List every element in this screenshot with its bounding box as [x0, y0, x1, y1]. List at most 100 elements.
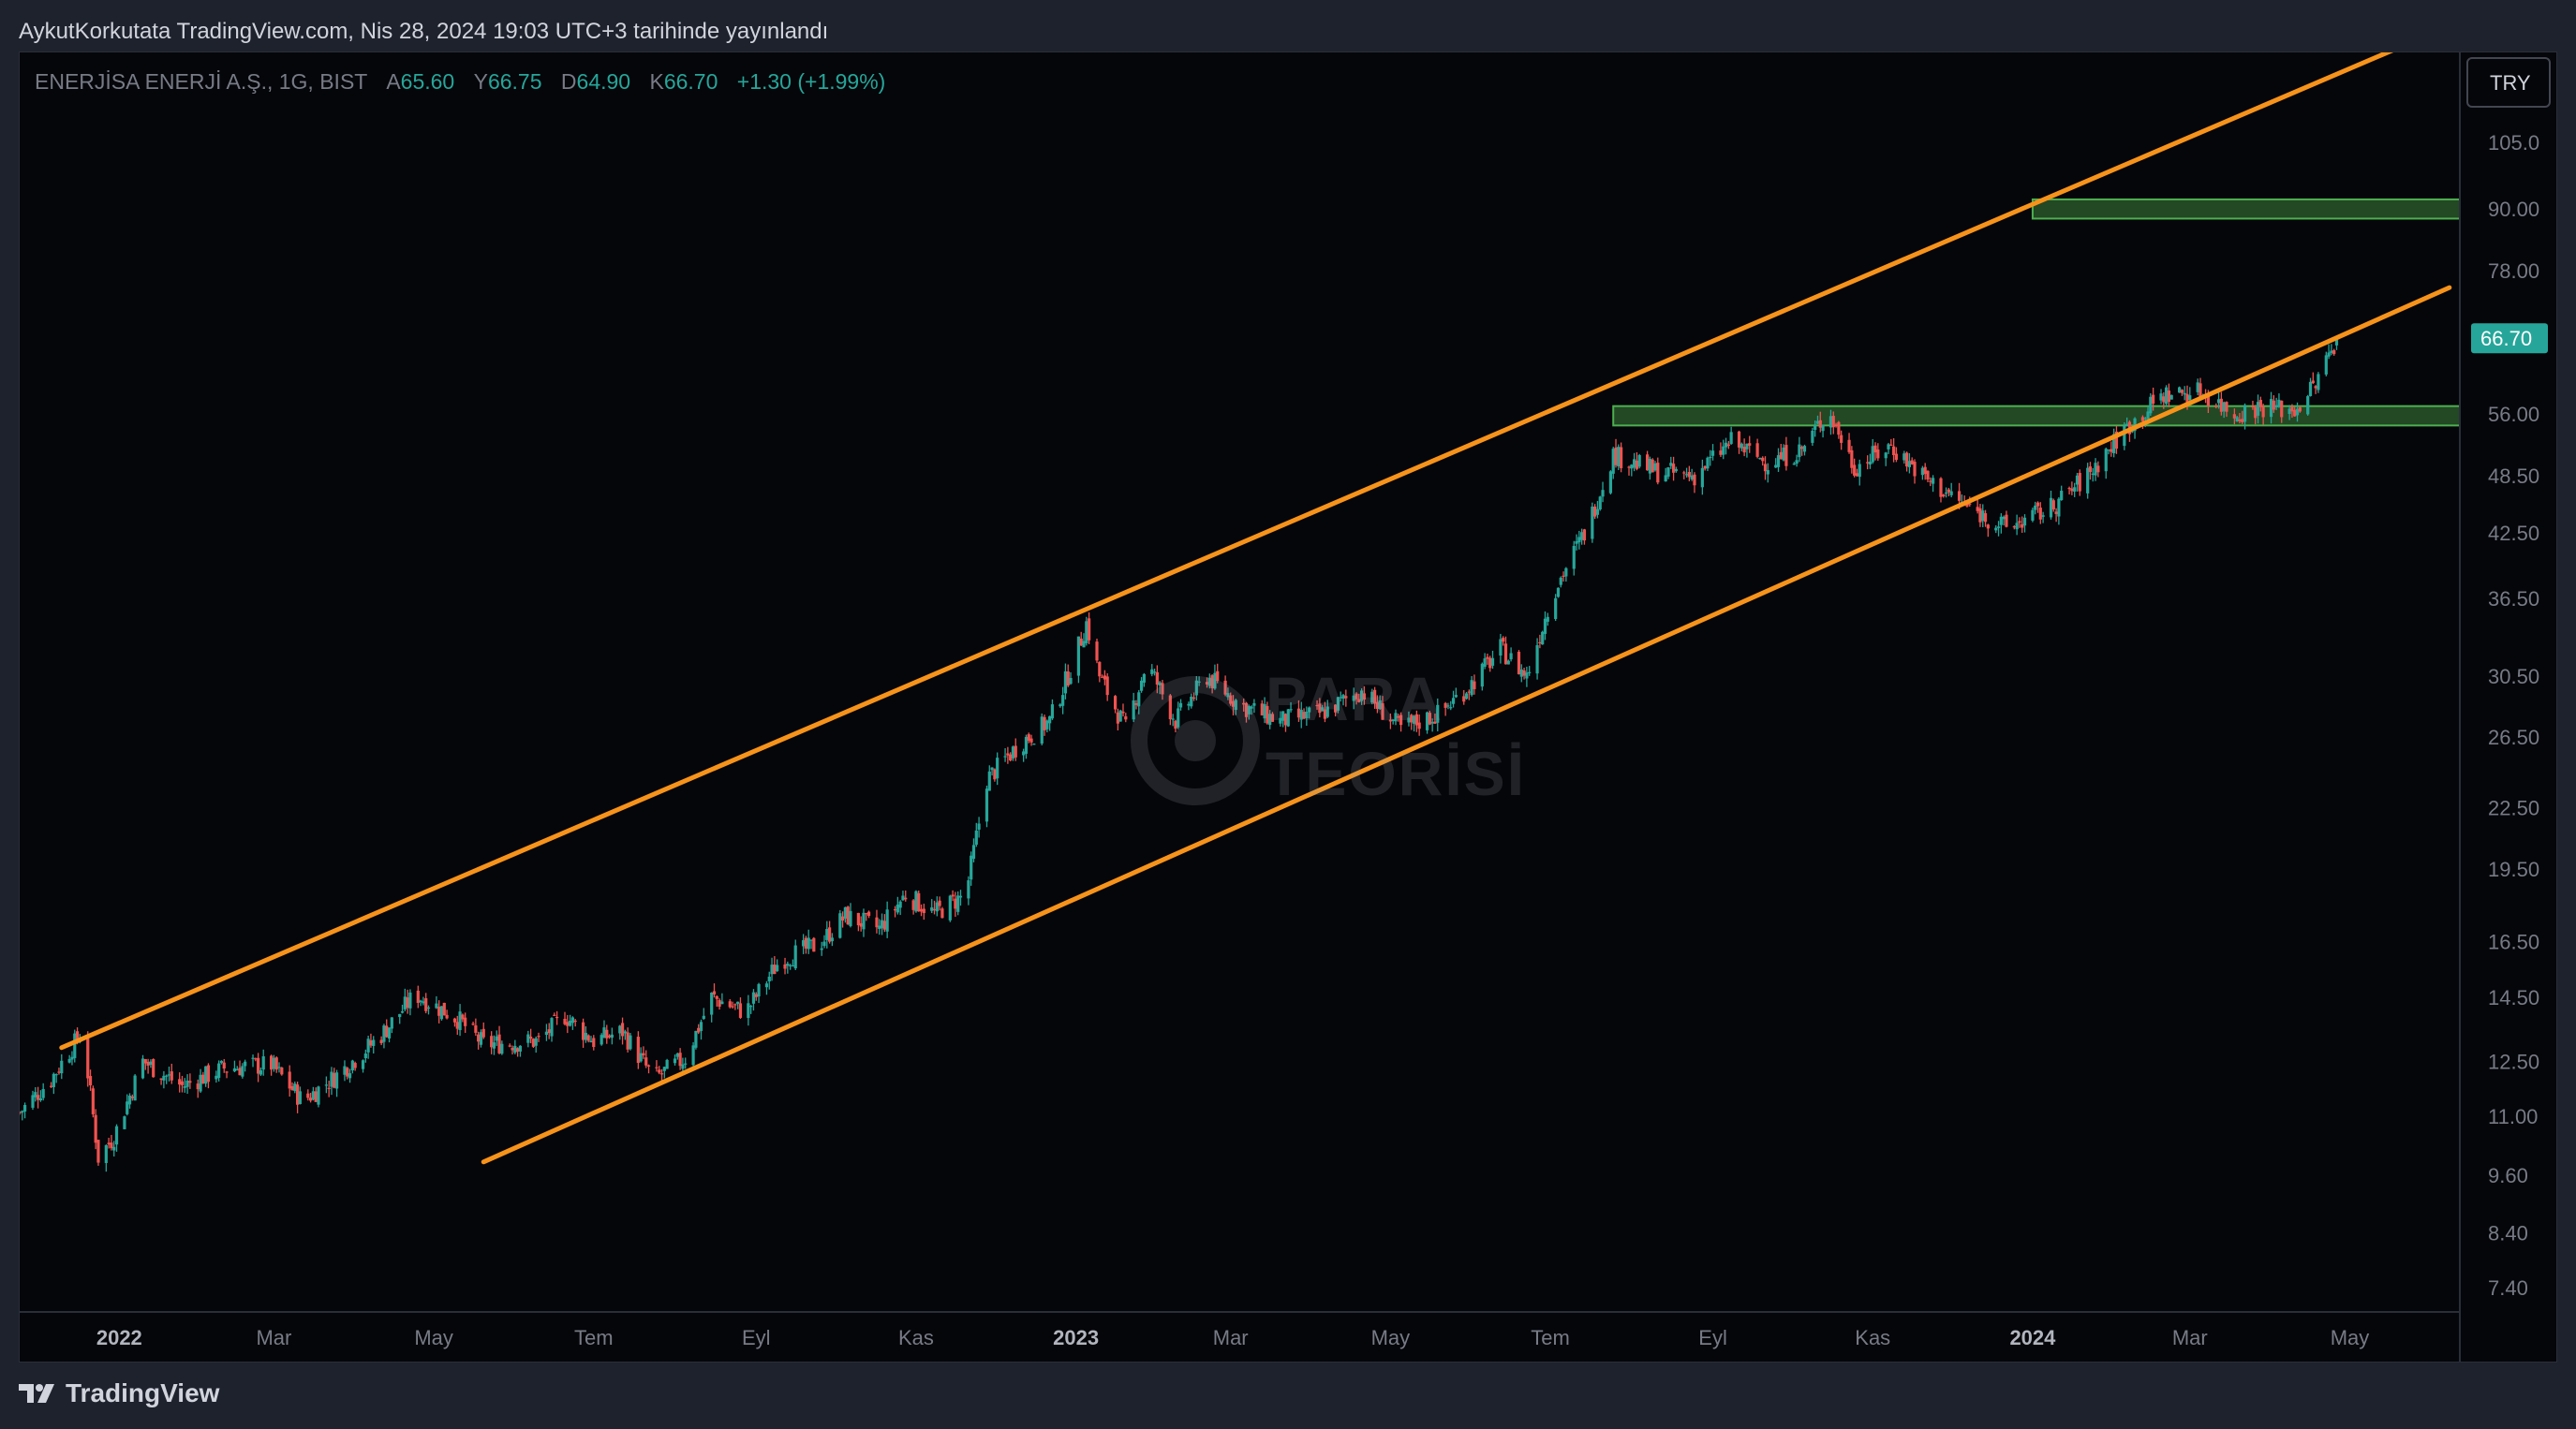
candle-body	[1528, 671, 1532, 673]
candle-body	[2031, 509, 2035, 521]
candle-body	[1957, 491, 1962, 501]
candle-body	[789, 965, 792, 966]
candle-body	[911, 900, 915, 910]
candle-body	[1873, 445, 1877, 453]
y-tick-label: 36.50	[2488, 587, 2539, 611]
candle-body	[1627, 466, 1631, 468]
candle-body	[1669, 463, 1673, 466]
candle-body	[2049, 497, 2053, 518]
y-tick-label: 56.00	[2488, 403, 2539, 426]
candle-body	[180, 1081, 185, 1085]
candle-body	[2073, 487, 2077, 492]
candle-body	[2287, 408, 2291, 415]
candle-body	[958, 895, 963, 898]
candle-body	[2123, 425, 2126, 447]
candle-body	[1828, 416, 1833, 428]
candle-body	[204, 1066, 208, 1084]
candle-body	[2125, 423, 2129, 425]
candle-body	[531, 1039, 536, 1047]
candle-body	[1266, 705, 1269, 724]
candle-body	[710, 993, 714, 1015]
candle-body	[825, 929, 829, 940]
candle-body	[2002, 516, 2006, 520]
candle-body	[1325, 706, 1329, 717]
candle-body	[1802, 446, 1807, 452]
candle-body	[2317, 374, 2320, 390]
candle-body	[2183, 392, 2186, 395]
candle-body	[1598, 496, 1602, 509]
candle-body	[1706, 457, 1710, 469]
candle-body	[1766, 470, 1769, 475]
y-tick-label: 7.40	[2488, 1276, 2528, 1300]
candle-body	[2075, 475, 2080, 485]
candle-body	[461, 1014, 465, 1020]
tradingview-logo[interactable]: TradingView	[19, 1378, 219, 1408]
candle-body	[1480, 663, 1484, 687]
candle-body	[930, 906, 934, 911]
candle-body	[2225, 402, 2228, 412]
tradingview-brand-text: TradingView	[66, 1378, 220, 1407]
candles-group	[20, 337, 2339, 1172]
candle-body	[1397, 715, 1400, 718]
candle-body	[295, 1084, 300, 1105]
candle-body	[1029, 738, 1033, 743]
y-tick-label: 26.50	[2488, 726, 2539, 749]
candle-body	[88, 1076, 93, 1085]
candle-body	[1190, 697, 1193, 707]
candle-body	[885, 909, 889, 932]
candle-body	[1648, 458, 1651, 474]
candle-body	[2185, 393, 2189, 404]
candle-body	[914, 891, 918, 912]
candle-body	[922, 908, 925, 914]
candle-body	[807, 937, 810, 950]
candle-body	[2114, 431, 2119, 449]
candle-body	[659, 1073, 664, 1075]
last-price-label: 66.70	[2480, 327, 2532, 350]
candle-body	[20, 1112, 22, 1113]
candle-body	[311, 1091, 315, 1100]
candle-body	[222, 1062, 226, 1069]
candle-body	[919, 908, 924, 912]
candle-body	[114, 1126, 119, 1145]
candle-body	[435, 1003, 438, 1009]
candle-body	[2060, 491, 2064, 501]
candle-body	[215, 1075, 218, 1080]
candle-body	[1197, 681, 1201, 683]
candle-body	[188, 1081, 192, 1083]
candle-body	[2274, 405, 2278, 408]
candle-body	[1113, 696, 1118, 710]
candle-body	[1022, 751, 1026, 756]
candle-body	[1554, 597, 1558, 619]
candle-body	[2188, 395, 2192, 401]
candle-body	[479, 1032, 483, 1045]
candle-body	[2180, 390, 2184, 393]
candle-body	[1635, 460, 1639, 469]
candle-body	[728, 1001, 732, 1008]
candle-body	[513, 1045, 517, 1053]
candle-body	[1059, 704, 1062, 707]
candle-body	[70, 1056, 74, 1060]
candle-body	[110, 1142, 113, 1149]
sr-zone-0	[1612, 405, 2461, 427]
candle-body	[786, 964, 790, 966]
chart-frame[interactable]: 105.0 90.00 78.00 56.00 48.50 42.50 36.50 30.50…	[19, 52, 2557, 1363]
candle-body	[529, 1037, 533, 1039]
x-tick-label: Eyl	[1698, 1326, 1727, 1349]
candle-body	[1894, 453, 1899, 461]
x-tick-label: Tem	[574, 1326, 614, 1349]
candle-body	[2334, 338, 2339, 346]
candle-body	[747, 1003, 750, 1019]
candle-body	[878, 925, 881, 930]
candle-body	[1260, 703, 1264, 715]
candle-body	[1653, 463, 1657, 471]
candle-body	[2094, 463, 2097, 476]
candle-body	[73, 1033, 77, 1058]
candle-body	[956, 895, 960, 912]
candle-body	[642, 1053, 645, 1055]
candle-body	[1821, 424, 1825, 432]
candle-body	[1473, 681, 1476, 689]
candle-body	[1871, 446, 1874, 463]
candle-body	[731, 1006, 734, 1008]
candle-body	[2133, 418, 2137, 432]
price-chart[interactable]: 105.0 90.00 78.00 56.00 48.50 42.50 36.50 30.50…	[20, 52, 2557, 1363]
